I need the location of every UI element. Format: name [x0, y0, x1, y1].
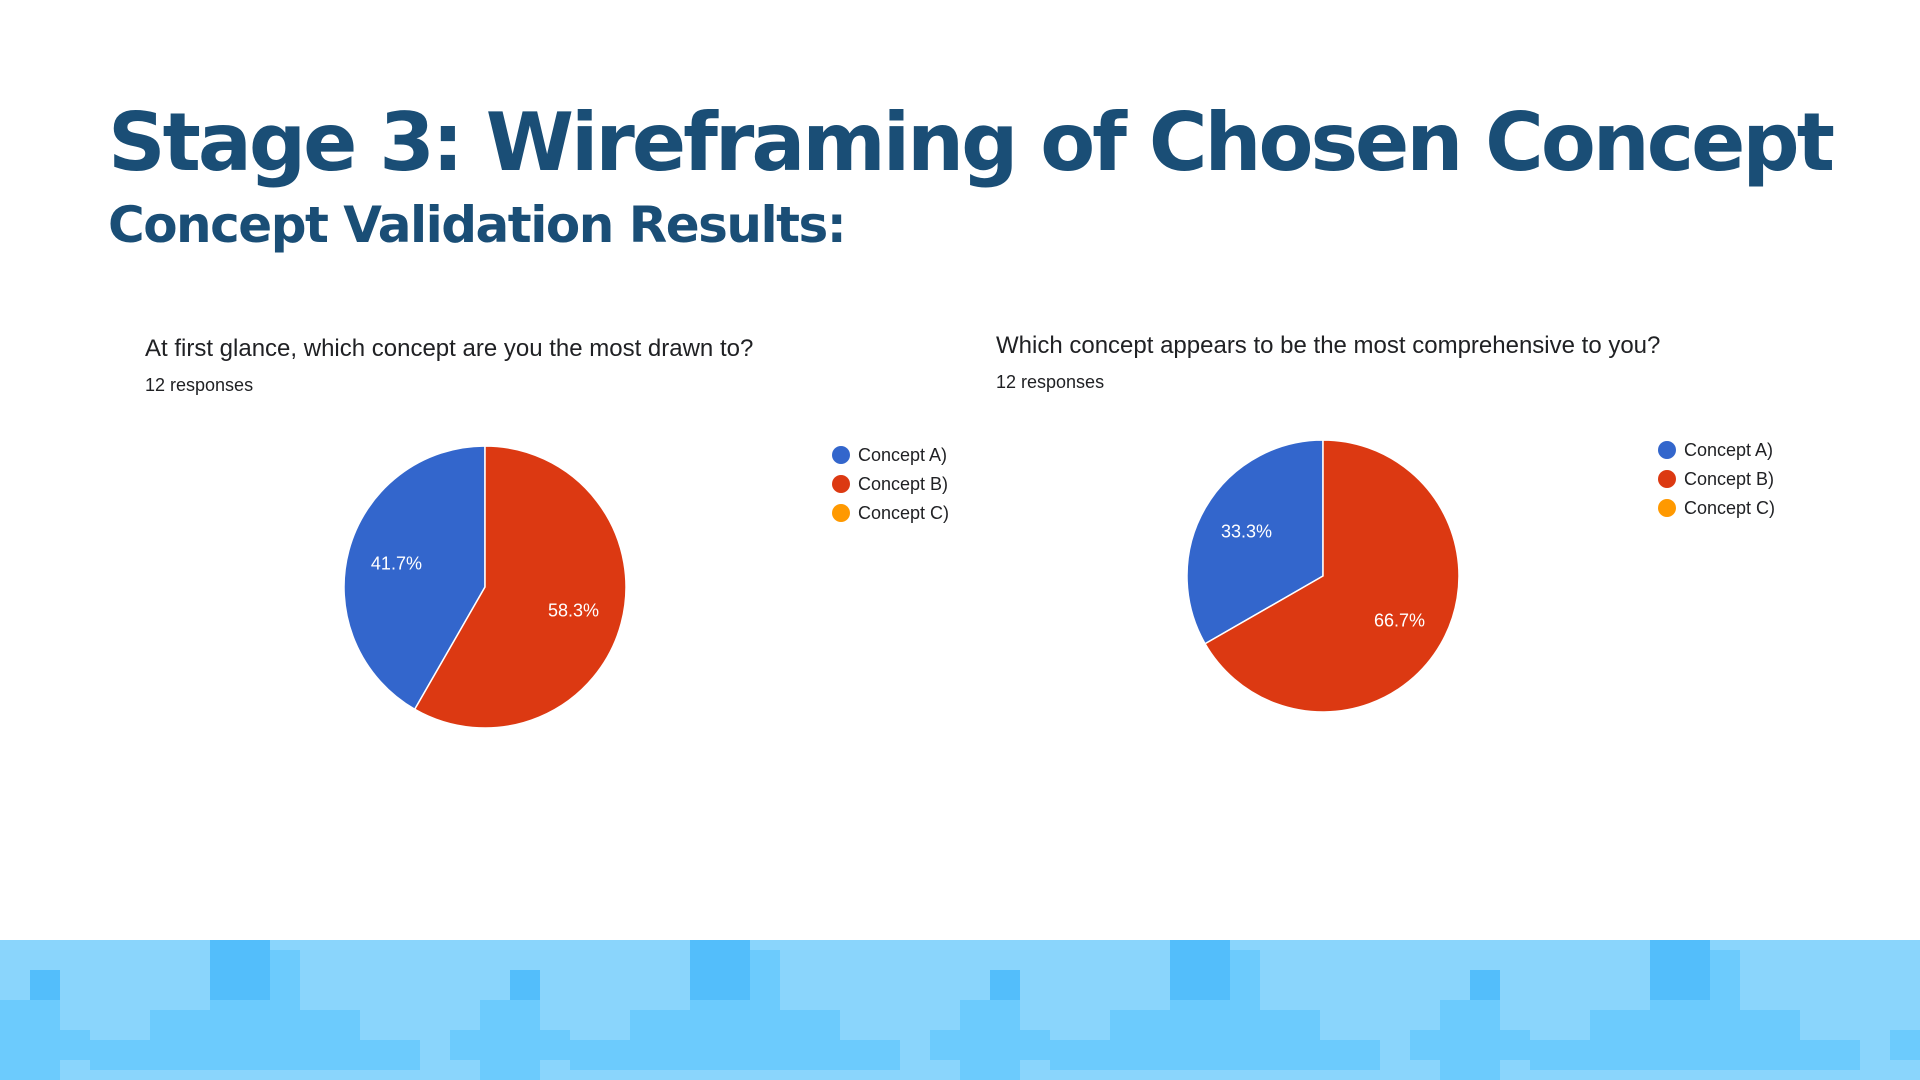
decorative-pattern-band: [0, 940, 1920, 1080]
legend-swatch: [1658, 441, 1676, 459]
legend-swatch: [832, 475, 850, 493]
band-motif: [1890, 1030, 1920, 1060]
chart-question: At first glance, which concept are you t…: [145, 335, 754, 362]
legend-swatch: [832, 504, 850, 522]
slide-title: Stage 3: Wireframing of Chosen Concept: [108, 96, 1835, 189]
band-motif: [0, 940, 420, 1080]
slice-percent-label: 66.7%: [1374, 610, 1425, 630]
legend-label: Concept C): [858, 503, 949, 523]
response-count: 12 responses: [996, 372, 1105, 392]
response-count: 12 responses: [145, 375, 254, 395]
pie-slice-concept-b: [1204, 439, 1460, 713]
legend-label: Concept C): [1684, 498, 1775, 518]
chart-comprehensive: 33.3% 66.7% Concept A) Concept B) Concept C)…: [996, 332, 1856, 772]
legend-swatch: [1658, 499, 1676, 517]
chart-question: Which concept appears to be the most com…: [996, 332, 1661, 359]
slice-percent-label: 58.3%: [548, 601, 599, 621]
band-motif: [450, 940, 900, 1080]
pie-slice-concept-b: [413, 445, 627, 729]
legend-label: Concept B): [858, 474, 948, 494]
legend-label: Concept A): [858, 445, 947, 465]
chart-drawn-to: 41.7% 58.3% Concept A) Concept B) Concept C)…: [145, 335, 1005, 775]
pie-slice-concept-a: [1186, 439, 1324, 645]
legend-label: Concept B): [1684, 469, 1774, 489]
band-motif: [1410, 940, 1860, 1080]
pie-chart-drawn-to: 41.7% 58.3% Concept A) Concept B) Concept C): [343, 445, 949, 729]
pie-slice-concept-a: [343, 445, 486, 711]
band-motif: [930, 940, 1380, 1080]
legend-swatch: [1658, 470, 1676, 488]
slice-percent-label: 33.3%: [1221, 522, 1272, 542]
pie-chart-comprehensive: 33.3% 66.7% Concept A) Concept B) Concept C): [1186, 439, 1775, 713]
legend-swatch: [832, 446, 850, 464]
slide-subtitle: Concept Validation Results:: [108, 196, 847, 254]
legend-label: Concept A): [1684, 440, 1773, 460]
slice-percent-label: 41.7%: [371, 553, 422, 573]
